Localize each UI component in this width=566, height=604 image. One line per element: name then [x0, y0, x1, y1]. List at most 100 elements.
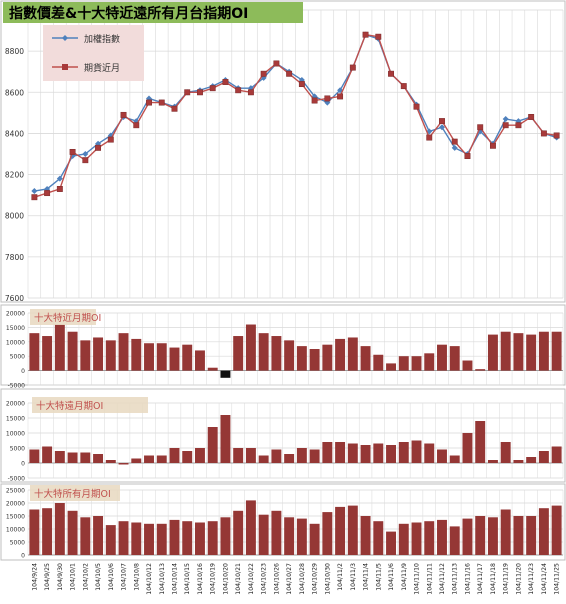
bar: [105, 460, 116, 463]
bar: [437, 344, 447, 371]
bar: [386, 363, 397, 371]
x-tick-label: 104/10/2: [82, 563, 89, 591]
bar: [144, 343, 154, 371]
data-point-futures: [375, 33, 382, 40]
data-point-index: [451, 144, 458, 151]
x-tick-label: 104/10/28: [299, 563, 306, 595]
bar: [29, 333, 40, 371]
bar: [284, 454, 295, 463]
y-tick-label: 7600: [5, 294, 24, 303]
data-point-futures: [184, 89, 191, 96]
bar: [284, 340, 295, 371]
x-tick-label: 104/10/19: [210, 563, 217, 595]
x-tick-label: 104/11/2: [337, 563, 344, 591]
bar: [373, 354, 384, 371]
bar: [220, 370, 231, 378]
x-tick-label: 104/11/25: [554, 563, 561, 595]
data-point-futures: [82, 157, 89, 164]
bar: [144, 455, 154, 463]
y-tick-label: 10000: [6, 339, 25, 346]
data-point-futures: [222, 79, 229, 85]
bar: [131, 458, 142, 463]
data-point-futures: [286, 70, 293, 77]
bar: [449, 455, 460, 463]
data-point-futures: [158, 99, 165, 106]
x-tick-label: 104/11/18: [490, 563, 497, 595]
data-point-futures: [324, 95, 331, 102]
data-point-futures: [477, 124, 484, 131]
y-tick-label: 15000: [6, 514, 25, 521]
bar: [245, 500, 256, 555]
x-tick-label: 104/11/19: [503, 563, 510, 595]
bar: [156, 343, 167, 371]
y-tick-label: 25000: [6, 488, 25, 495]
y-tick-label: 5000: [10, 540, 25, 547]
y-tick-label: -5000: [8, 383, 26, 390]
bar: [475, 369, 486, 371]
bar: [245, 448, 256, 463]
x-tick-label: 104/10/15: [184, 563, 191, 595]
bar: [233, 336, 244, 371]
data-point-futures: [439, 118, 445, 125]
bar: [118, 463, 129, 465]
bar: [233, 448, 244, 463]
data-point-futures: [273, 60, 280, 67]
bar: [169, 347, 180, 371]
y-tick-label: 10000: [6, 431, 25, 438]
x-tick-label: 104/11/16: [464, 563, 471, 595]
bar: [513, 516, 524, 555]
data-point-futures: [553, 132, 560, 139]
bar: [309, 449, 320, 463]
bar: [245, 324, 256, 371]
data-point-index: [82, 151, 89, 157]
bar: [169, 448, 180, 463]
x-tick-label: 104/10/22: [248, 563, 255, 595]
bar: [93, 454, 104, 463]
data-point-index: [56, 175, 63, 182]
y-tick-label: 5000: [10, 354, 25, 361]
bar: [347, 337, 358, 371]
legend-label-futures: 期貨近月: [84, 62, 120, 74]
chart-title-box: [3, 2, 303, 23]
data-point-futures: [44, 190, 51, 197]
bar: [105, 525, 116, 555]
bar: [309, 523, 320, 555]
data-point-futures: [95, 144, 102, 151]
series-line-futures: [34, 33, 557, 198]
data-point-futures: [56, 186, 63, 192]
bar: [462, 518, 473, 555]
bar: [80, 452, 91, 463]
x-tick-label: 104/10/14: [171, 563, 178, 595]
bar: [551, 331, 562, 371]
bar: [398, 523, 409, 555]
bar: [105, 340, 116, 371]
bar: [487, 460, 498, 463]
data-point-futures: [298, 81, 305, 88]
data-point-futures: [260, 70, 267, 77]
bar: [182, 344, 193, 371]
bar: [54, 324, 65, 371]
bar: [513, 460, 524, 463]
bar: [538, 451, 549, 463]
data-point-futures: [133, 122, 140, 129]
data-point-futures: [247, 89, 254, 96]
bar: [296, 448, 307, 463]
y-tick-label: 15000: [6, 416, 25, 423]
bar: [551, 446, 562, 463]
bar: [29, 509, 40, 555]
bar: [144, 523, 154, 555]
bar: [411, 356, 422, 371]
x-tick-label: 104/10/29: [312, 563, 319, 595]
legend-marker-futures: [62, 64, 68, 70]
bar: [156, 455, 167, 463]
data-point-futures: [413, 103, 420, 110]
y-tick-label: 0: [21, 368, 25, 375]
bar: [322, 344, 333, 371]
bar: [437, 519, 447, 555]
bar: [80, 517, 91, 555]
bar: [424, 443, 435, 463]
bar: [220, 517, 231, 555]
bar: [398, 442, 409, 463]
data-point-futures: [235, 87, 242, 94]
